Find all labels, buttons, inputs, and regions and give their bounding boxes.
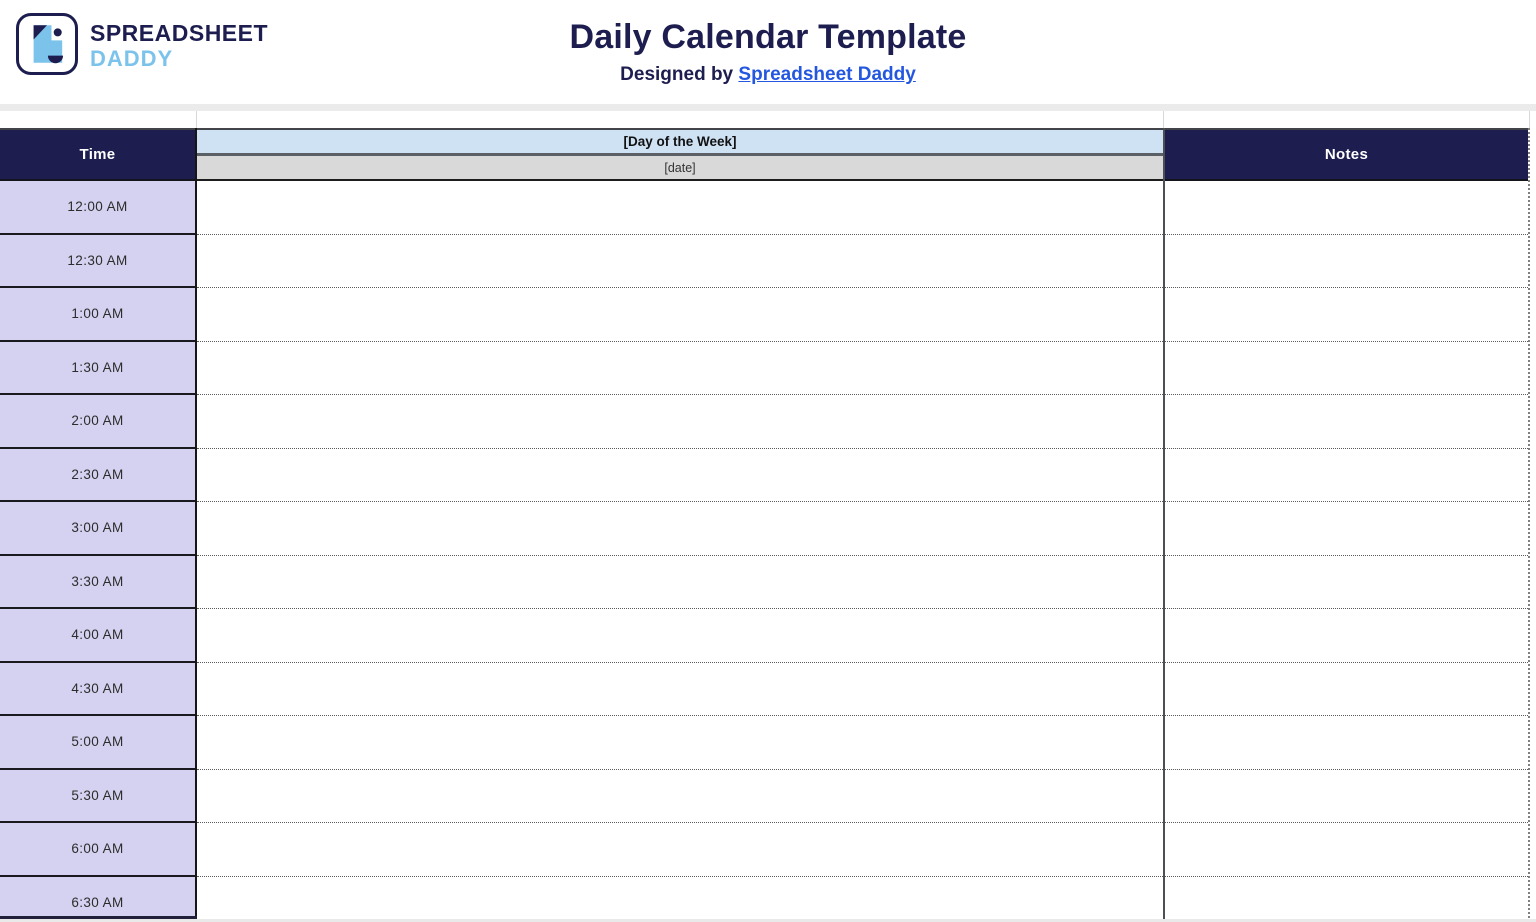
window-bottom-edge	[0, 919, 1536, 922]
schedule-cell[interactable]	[197, 502, 1163, 556]
subtitle-prefix: Designed by	[620, 64, 734, 85]
notes-cell[interactable]	[1165, 823, 1528, 877]
notes-column-header[interactable]: Notes	[1165, 128, 1528, 181]
brand-name-line2: DADDY	[90, 46, 174, 71]
time-cell[interactable]: 12:00 AM	[0, 181, 195, 235]
brand-wordmark: SPREADSHEET DADDY	[90, 22, 268, 70]
time-cell[interactable]: 6:30 AM	[0, 876, 195, 922]
schedule-cell[interactable]	[197, 823, 1163, 877]
time-cell[interactable]: 4:00 AM	[0, 609, 195, 663]
brand-name-line1: SPREADSHEET	[90, 20, 269, 46]
subtitle: Designed by Spreadsheet Daddy	[0, 64, 1536, 86]
schedule-cell[interactable]	[197, 181, 1163, 235]
schedule-cell[interactable]	[197, 288, 1163, 342]
time-cell[interactable]: 12:30 AM	[0, 234, 195, 288]
notes-cell[interactable]	[1165, 341, 1528, 395]
notes-cell[interactable]	[1165, 234, 1528, 288]
notes-cell[interactable]	[1165, 448, 1528, 502]
time-cell[interactable]: 2:30 AM	[0, 448, 195, 502]
schedule-cell[interactable]	[197, 716, 1163, 770]
schedule-cell[interactable]	[197, 448, 1163, 502]
schedule-cell[interactable]	[197, 555, 1163, 609]
dog-face-icon	[33, 25, 64, 64]
notes-cell[interactable]	[1165, 395, 1528, 449]
time-cell[interactable]: 5:30 AM	[0, 769, 195, 823]
notes-cell[interactable]	[1165, 555, 1528, 609]
day-column: [Day of the Week] [date]	[197, 128, 1163, 922]
time-cell[interactable]: 6:00 AM	[0, 823, 195, 877]
notes-cell[interactable]	[1165, 769, 1528, 823]
time-cell[interactable]: 5:00 AM	[0, 716, 195, 770]
title-block: Daily Calendar Template Designed by Spre…	[0, 0, 1536, 86]
time-cell[interactable]: 1:00 AM	[0, 288, 195, 342]
frozen-row-divider	[0, 104, 1536, 111]
designer-link[interactable]: Spreadsheet Daddy	[738, 64, 916, 85]
page-title: Daily Calendar Template	[569, 18, 967, 56]
notes-cell[interactable]	[1165, 288, 1528, 342]
schedule-cell[interactable]	[197, 609, 1163, 663]
gridline-time-column	[196, 111, 197, 128]
notes-cell[interactable]	[1165, 716, 1528, 770]
schedule-cell[interactable]	[197, 769, 1163, 823]
time-column-body: 12:00 AM 12:30 AM 1:00 AM 1:30 AM 2:00 AM 2:3…	[0, 181, 195, 922]
notes-column-body	[1165, 181, 1528, 922]
time-cell[interactable]: 1:30 AM	[0, 341, 195, 395]
notes-column: Notes	[1163, 128, 1530, 922]
notes-cell[interactable]	[1165, 876, 1528, 922]
notes-cell[interactable]	[1165, 502, 1528, 556]
window-bottom-edge-dark	[0, 916, 197, 919]
schedule-cell[interactable]	[197, 341, 1163, 395]
main-column-body	[197, 181, 1163, 922]
time-cell[interactable]: 4:30 AM	[0, 662, 195, 716]
notes-cell[interactable]	[1165, 609, 1528, 663]
date-header[interactable]: [date]	[197, 156, 1163, 181]
time-cell[interactable]: 3:00 AM	[0, 502, 195, 556]
notes-cell[interactable]	[1165, 181, 1528, 235]
notes-cell[interactable]	[1165, 662, 1528, 716]
gridline-notes-column	[1163, 111, 1164, 128]
time-cell[interactable]: 2:00 AM	[0, 395, 195, 449]
schedule-cell[interactable]	[197, 234, 1163, 288]
day-of-week-header[interactable]: [Day of the Week]	[197, 128, 1163, 156]
gridline-right-edge	[1529, 111, 1530, 128]
schedule-cell[interactable]	[197, 662, 1163, 716]
time-column-header[interactable]: Time	[0, 128, 195, 181]
schedule-cell[interactable]	[197, 876, 1163, 922]
brand-logo	[16, 13, 78, 75]
time-cell[interactable]: 3:30 AM	[0, 555, 195, 609]
daily-calendar-table: Time 12:00 AM 12:30 AM 1:00 AM 1:30 AM 2:00 …	[0, 128, 1536, 922]
time-column: Time 12:00 AM 12:30 AM 1:00 AM 1:30 AM 2:00 …	[0, 128, 197, 922]
schedule-cell[interactable]	[197, 395, 1163, 449]
